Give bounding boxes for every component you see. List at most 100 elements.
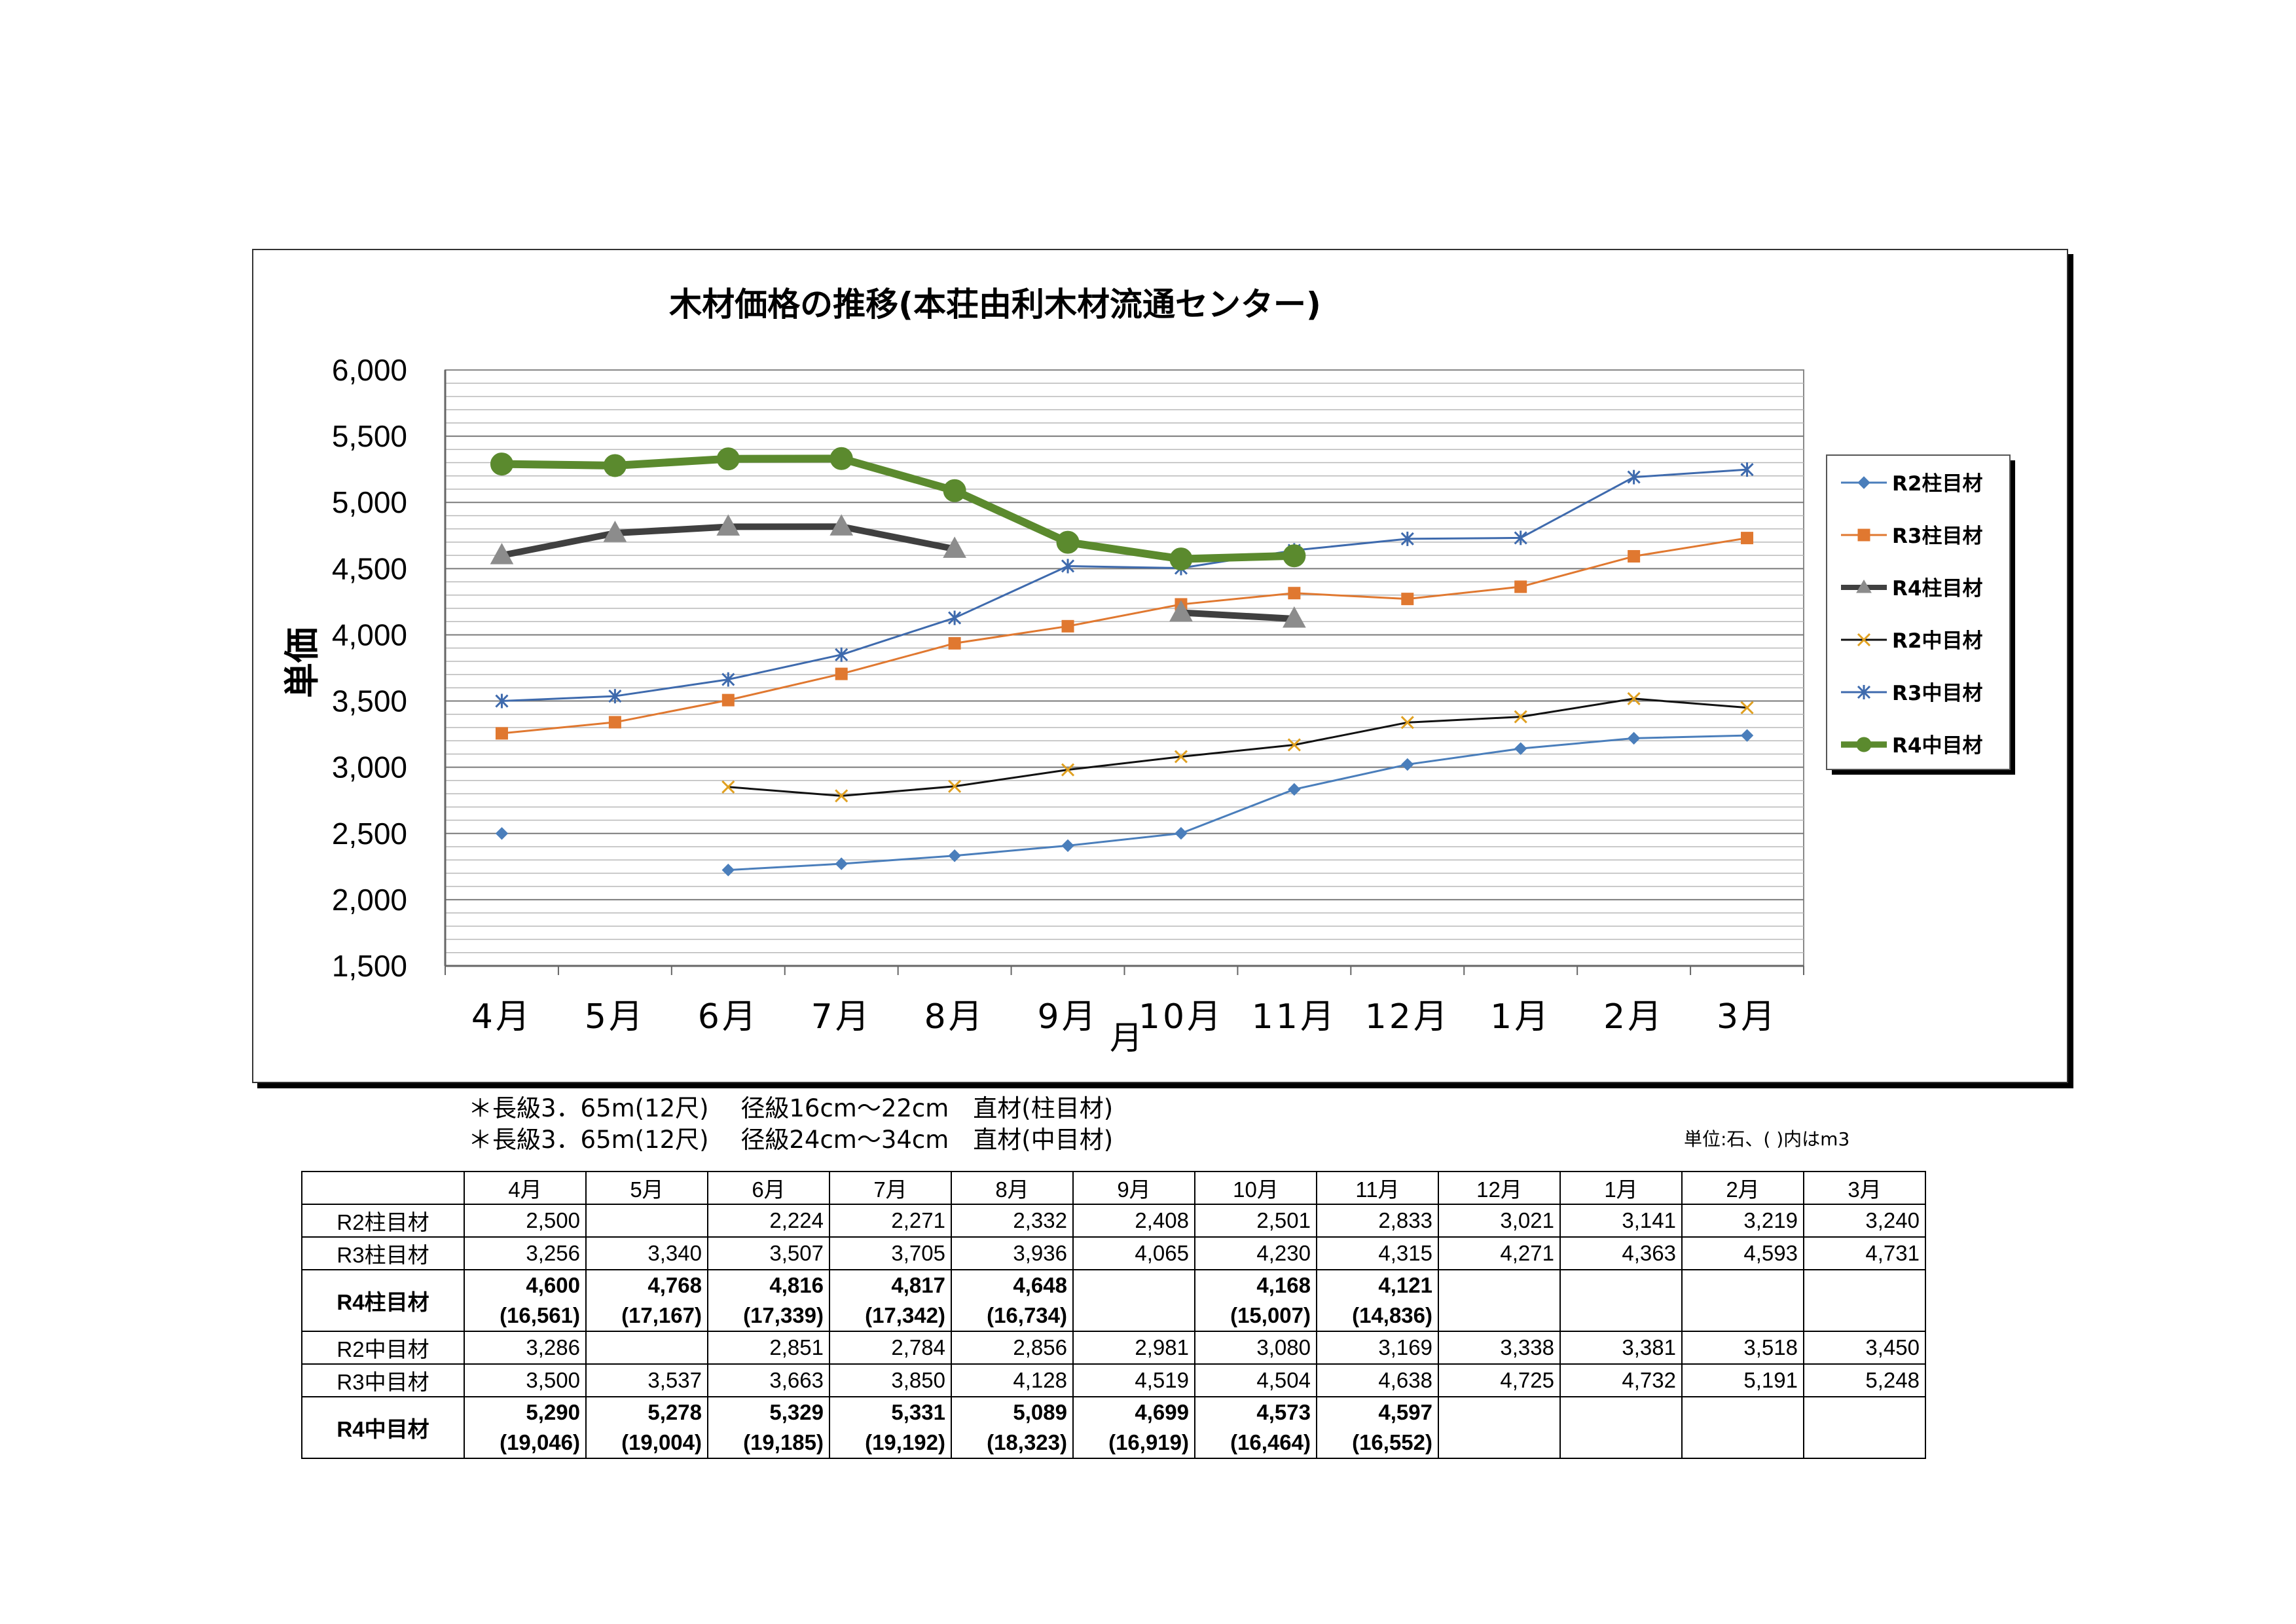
table-cell bbox=[1438, 1396, 1561, 1459]
table-cell: 3,021 bbox=[1438, 1204, 1561, 1238]
data-point bbox=[835, 789, 848, 803]
x-tick-label: 3月 bbox=[1717, 997, 1777, 1037]
table-cell: 2,981 bbox=[1072, 1331, 1195, 1365]
cell-price: 2,408 bbox=[1135, 1208, 1189, 1232]
cell-price: 3,080 bbox=[1256, 1335, 1311, 1359]
data-point bbox=[1283, 606, 1306, 628]
cell-price: 2,332 bbox=[1013, 1208, 1067, 1232]
table-cell: 4,315 bbox=[1316, 1236, 1439, 1270]
table-header-row: 4月 5月 6月 7月 8月 9月 10月 11月 12月 1月 2月 3月 bbox=[301, 1171, 1926, 1205]
x-tick-label: 8月 bbox=[924, 997, 985, 1037]
cell-price: 2,271 bbox=[891, 1208, 945, 1232]
cell-price: 4,731 bbox=[1865, 1241, 1920, 1265]
table-row-label: R2中目材 bbox=[301, 1331, 465, 1365]
x-tick-label: 2月 bbox=[1603, 997, 1664, 1037]
data-point bbox=[1287, 738, 1301, 752]
x-tick-label: 6月 bbox=[698, 997, 759, 1037]
table-cell bbox=[1438, 1269, 1561, 1332]
y-tick-label: 2,000 bbox=[332, 883, 407, 917]
table-row-label: R3柱目材 bbox=[301, 1236, 465, 1270]
chart-title: 木材価格の推移(本荘由利木材流通センター) bbox=[669, 286, 1321, 323]
cell-price-m3: (16,552) bbox=[1352, 1430, 1432, 1454]
table-body: R2柱目材 2,500 2,224 2,271 2,332 2,408 2,501 2,833… bbox=[301, 1204, 1926, 1459]
cell-price: 4,600 bbox=[526, 1273, 580, 1297]
data-point bbox=[1401, 758, 1414, 771]
table-month-header: 8月 bbox=[951, 1171, 1074, 1205]
legend-box bbox=[1826, 454, 2011, 770]
data-point bbox=[1740, 729, 1754, 742]
note-medium-spec: ＊長級3．65m(12尺) 径級24cm～34cm 直材(中目材) bbox=[468, 1126, 1114, 1154]
data-point bbox=[829, 514, 854, 536]
plot-area bbox=[445, 369, 1804, 967]
table-cell: 5,278 (19,004) bbox=[585, 1396, 708, 1459]
table-cell: 4,519 bbox=[1072, 1363, 1195, 1397]
table-month-header: 3月 bbox=[1803, 1171, 1926, 1205]
series-line bbox=[728, 697, 1747, 797]
data-point bbox=[1740, 462, 1754, 477]
data-point bbox=[721, 693, 735, 707]
price-table: 4月 5月 6月 7月 8月 9月 10月 11月 12月 1月 2月 3月 R2柱目材 2,500 2,… bbox=[301, 1171, 1926, 1459]
table-cell: 2,833 bbox=[1316, 1204, 1439, 1238]
cell-price: 3,219 bbox=[1743, 1208, 1798, 1232]
x-tick-label: 10月 bbox=[1139, 997, 1224, 1037]
table-cell bbox=[1681, 1396, 1804, 1459]
table-month-header: 6月 bbox=[707, 1171, 830, 1205]
table-month-header: 9月 bbox=[1072, 1171, 1195, 1205]
y-tick-label: 5,500 bbox=[332, 419, 407, 453]
table-cell: 2,271 bbox=[829, 1204, 952, 1238]
table-month-header: 11月 bbox=[1316, 1171, 1439, 1205]
cell-price: 3,500 bbox=[526, 1368, 580, 1392]
table-cell: 3,169 bbox=[1316, 1331, 1439, 1365]
data-point bbox=[721, 672, 735, 687]
cell-price-m3: (19,046) bbox=[500, 1430, 580, 1454]
table-cell: 3,450 bbox=[1803, 1331, 1926, 1365]
cell-price: 3,381 bbox=[1622, 1335, 1676, 1359]
table-cell: 3,338 bbox=[1438, 1331, 1561, 1365]
table-cell: 4,648 (16,734) bbox=[951, 1269, 1074, 1332]
x-tick-label: 7月 bbox=[811, 997, 872, 1037]
cell-price: 2,981 bbox=[1135, 1335, 1189, 1359]
x-tick-label: 9月 bbox=[1037, 997, 1098, 1037]
data-point bbox=[835, 857, 848, 870]
cell-price: 5,248 bbox=[1865, 1368, 1920, 1392]
table-month-header: 10月 bbox=[1194, 1171, 1317, 1205]
table-cell: 4,065 bbox=[1072, 1236, 1195, 1270]
cell-price: 5,191 bbox=[1743, 1368, 1798, 1392]
table-cell: 4,768 (17,167) bbox=[585, 1269, 708, 1332]
data-point bbox=[1061, 619, 1074, 633]
data-point bbox=[835, 667, 848, 680]
y-tick-label: 2,500 bbox=[332, 817, 407, 851]
table-cell: 4,504 bbox=[1194, 1363, 1317, 1397]
data-point bbox=[1514, 530, 1527, 545]
cell-price: 3,936 bbox=[1013, 1241, 1067, 1265]
cell-price: 4,699 bbox=[1135, 1400, 1189, 1424]
cell-price-m3: (16,561) bbox=[500, 1303, 580, 1327]
data-point bbox=[1288, 587, 1301, 600]
cell-price: 3,286 bbox=[526, 1335, 580, 1359]
table-cell: 3,219 bbox=[1681, 1204, 1804, 1238]
data-point bbox=[943, 479, 966, 502]
table-row-label: R4柱目材 bbox=[301, 1269, 465, 1332]
table-cell: 4,597 (16,552) bbox=[1316, 1396, 1439, 1459]
cell-price: 4,504 bbox=[1256, 1368, 1311, 1392]
data-point bbox=[495, 693, 509, 709]
x-axis-title: 月 bbox=[1110, 1019, 1142, 1057]
cell-price: 3,518 bbox=[1743, 1335, 1798, 1359]
data-point bbox=[948, 610, 962, 625]
series-line bbox=[728, 734, 1747, 872]
table-cell: 2,500 bbox=[464, 1204, 587, 1238]
x-tick-label: 11月 bbox=[1252, 997, 1337, 1037]
data-point bbox=[829, 447, 853, 470]
cell-price: 3,256 bbox=[526, 1241, 580, 1265]
cell-price-m3: (16,464) bbox=[1230, 1430, 1311, 1454]
legend-marker bbox=[1856, 737, 1872, 752]
table-row: R4中目材 5,290 (19,046) 5,278 (19,004) 5,329 (19,… bbox=[301, 1396, 1926, 1459]
table-cell: 3,663 bbox=[707, 1363, 830, 1397]
cell-price: 4,638 bbox=[1378, 1368, 1432, 1392]
table-cell: 3,141 bbox=[1559, 1204, 1683, 1238]
table-month-header: 4月 bbox=[464, 1171, 587, 1205]
data-point bbox=[1400, 716, 1414, 729]
cell-price: 3,169 bbox=[1378, 1335, 1432, 1359]
table-cell: 4,271 bbox=[1438, 1236, 1561, 1270]
